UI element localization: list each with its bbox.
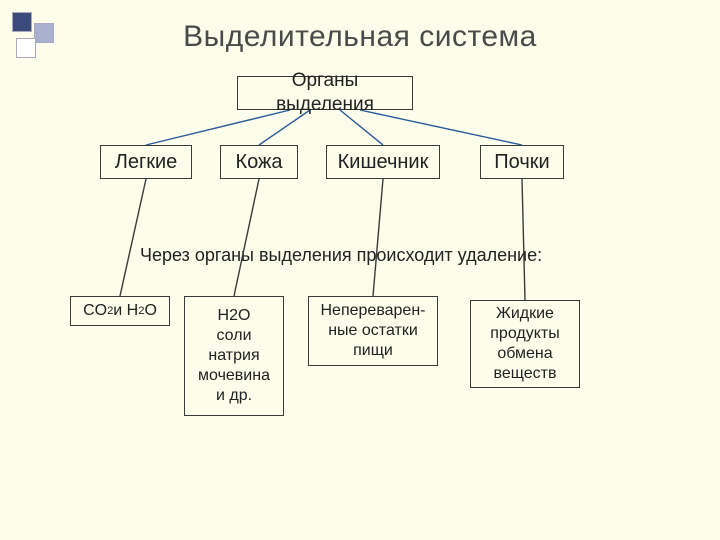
node-kidney: Почки — [480, 145, 564, 179]
middle-caption: Через органы выделения происходит удален… — [140, 245, 542, 266]
edge — [373, 179, 383, 296]
node-out_gut: Непереварен-ные остаткипищи — [308, 296, 438, 366]
node-out_lungs: CO2 и H2O — [70, 296, 170, 326]
edge — [234, 179, 259, 296]
decor-square — [12, 12, 32, 32]
decor-square — [16, 38, 36, 58]
edge — [120, 179, 146, 296]
decor-square — [34, 23, 54, 43]
slide-title: Выделительная система — [183, 20, 537, 54]
node-out_kidney: Жидкиепродуктыобменавеществ — [470, 300, 580, 388]
node-root: Органы выделения — [237, 76, 413, 110]
node-out_skin: H2Oсоли натриямочевинаи др. — [184, 296, 284, 416]
edge — [522, 179, 525, 300]
node-skin: Кожа — [220, 145, 298, 179]
node-lungs: Легкие — [100, 145, 192, 179]
node-gut: Кишечник — [326, 145, 440, 179]
slide-root: Выделительная система Через органы выдел… — [0, 0, 720, 540]
